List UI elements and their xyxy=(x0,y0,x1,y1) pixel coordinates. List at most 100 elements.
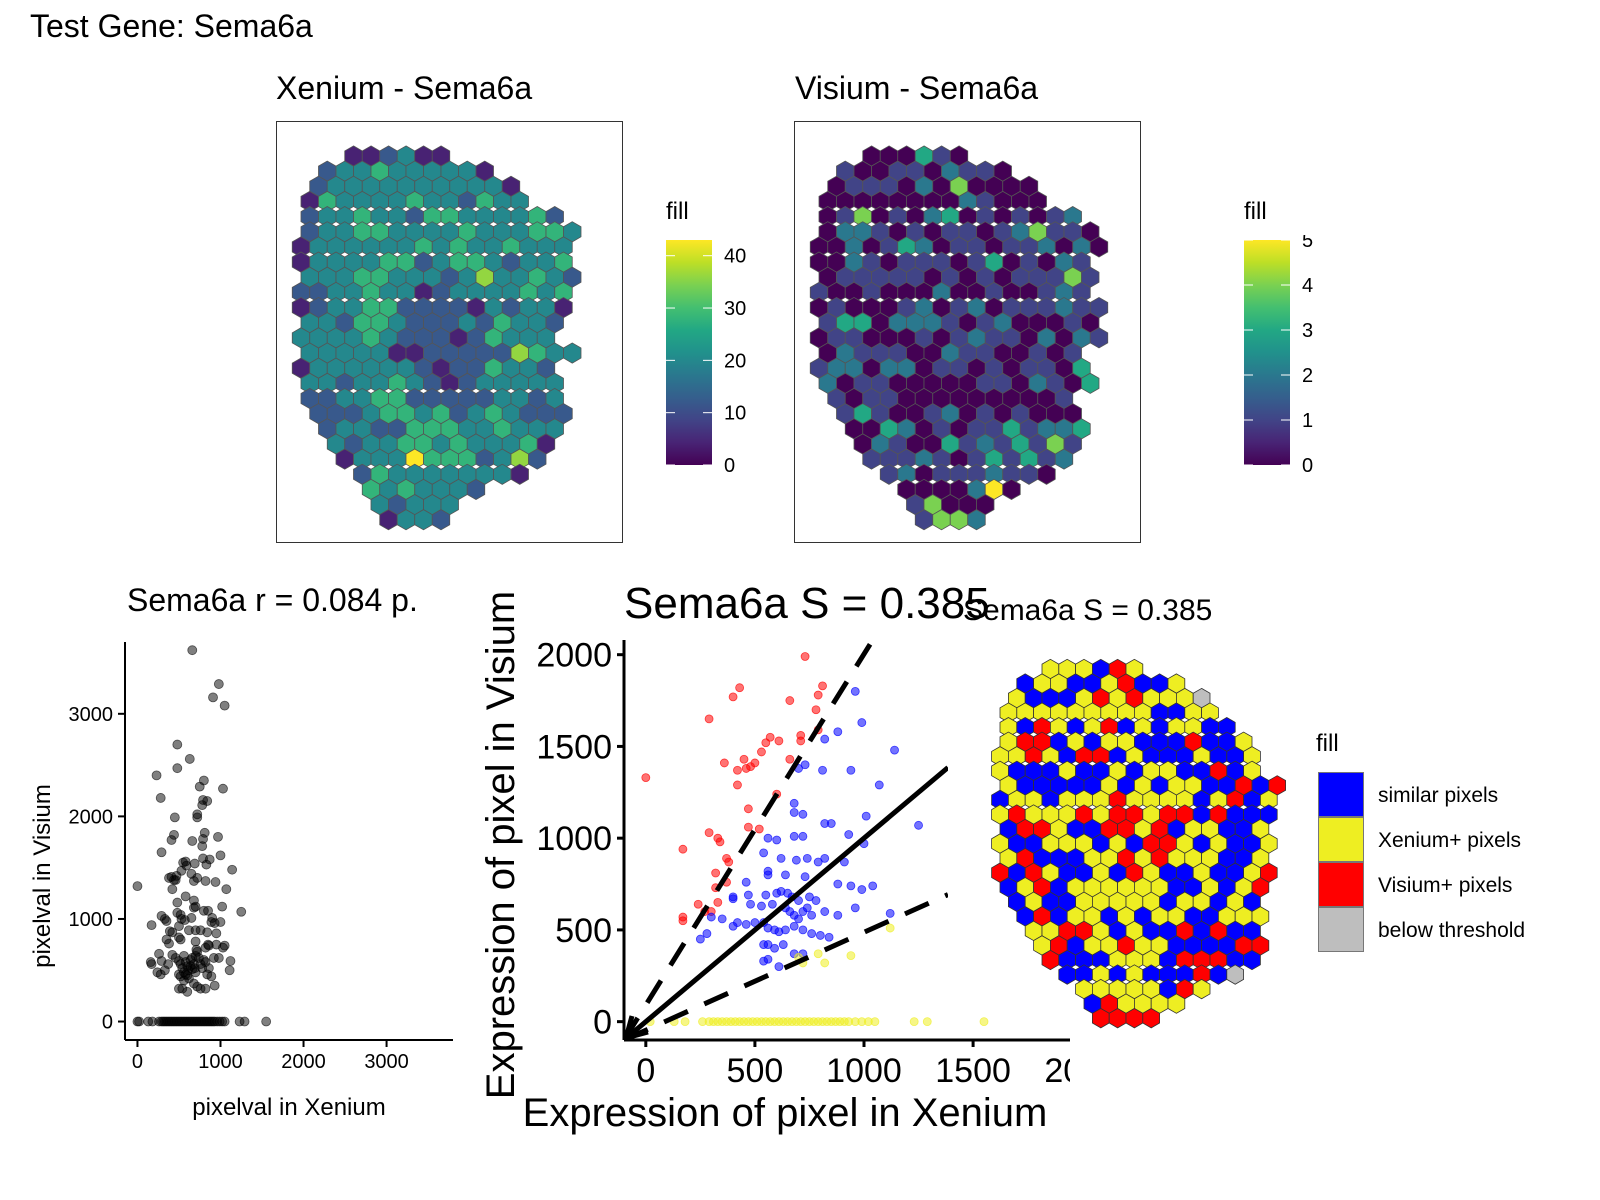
scatter-point xyxy=(189,858,200,869)
xenium-colorbar-tick-label: 30 xyxy=(724,298,746,320)
scatter-point-visium-pixels xyxy=(743,822,753,832)
scatter-point xyxy=(200,876,211,886)
scatter-point-similar-pixels xyxy=(781,925,790,935)
scatter-point-visium-pixels xyxy=(704,714,714,724)
scatter-point xyxy=(182,970,193,981)
scatter-point xyxy=(200,983,211,994)
scatter-point-similar-pixels xyxy=(820,907,830,916)
scatter-point xyxy=(239,1016,250,1027)
scatter-point-similar-pixels xyxy=(850,903,860,913)
scatter-point xyxy=(186,913,197,923)
scatter-point xyxy=(194,781,205,792)
scatter-point xyxy=(197,800,208,810)
scatter-point xyxy=(155,793,166,803)
scatter-point xyxy=(219,940,230,951)
scatter-point-similar-pixels xyxy=(761,890,771,900)
scatter-point-similar-pixels xyxy=(741,920,751,929)
scatter-point xyxy=(156,847,167,858)
xenium-panel-border xyxy=(276,121,623,543)
scatter-point-similar-pixels xyxy=(794,914,803,924)
scatter-point-xenium-pixels xyxy=(813,949,823,959)
legend-label: below threshold xyxy=(1378,919,1526,942)
scatter-point-visium-pixels xyxy=(811,705,821,715)
scatter-point xyxy=(236,906,247,917)
scatter-point-similar-pixels xyxy=(857,885,867,894)
scatter-point xyxy=(176,865,187,876)
scatter-point-similar-pixels xyxy=(813,857,823,867)
y-tick-label: 2000 xyxy=(536,637,612,675)
scatter-point-visium-pixels xyxy=(735,683,745,693)
scatter-point xyxy=(174,921,184,932)
xenium-hex xyxy=(466,478,486,500)
scatter-point xyxy=(169,812,180,823)
scatter-point-xenium-pixels xyxy=(922,1017,932,1027)
y-axis-label: pixelval in Visium xyxy=(29,784,56,968)
scatter-point-similar-pixels xyxy=(844,830,854,839)
legend-item: Xenium+ pixels xyxy=(1318,817,1598,862)
scatter-point-similar-pixels xyxy=(811,896,821,905)
xenium-map-plot xyxy=(276,121,623,543)
scatter-point xyxy=(167,927,178,938)
scatter-point-similar-pixels xyxy=(778,940,788,949)
scatter-point xyxy=(206,971,217,982)
scatter-point xyxy=(201,859,212,870)
category-legend-title: fill xyxy=(1316,730,1339,757)
category-hex xyxy=(1226,964,1244,985)
reference-line-dashed xyxy=(624,640,875,1040)
category-hex xyxy=(1167,993,1186,1014)
scatter-point-similar-pixels xyxy=(770,943,779,953)
scatter-point xyxy=(224,965,235,976)
scatter-point-xenium-pixels xyxy=(909,1017,919,1027)
scatter-point-similar-pixels xyxy=(802,853,812,863)
scatter-point-visium-pixels xyxy=(761,738,771,748)
visium-panel-border xyxy=(794,121,1141,543)
scatter-point xyxy=(227,864,238,875)
y-tick-label: 0 xyxy=(593,1004,612,1042)
similarity-scatter-plot: Sema6a S = 0.385 0 500 1000 1500 2000 0 500 1000… xyxy=(479,579,1070,1135)
visium-hex xyxy=(1019,463,1039,485)
visium-map-title: Visium - Sema6a xyxy=(795,70,1039,106)
scatter-point xyxy=(170,875,181,885)
visium-hex xyxy=(967,509,986,531)
scatter-point xyxy=(146,920,157,931)
visium-colorbar-tick-label: 4 xyxy=(1302,275,1313,297)
scatter-point-similar-pixels xyxy=(818,765,827,775)
scatter-point xyxy=(190,967,201,978)
scatter-point xyxy=(190,936,201,947)
scatter-point xyxy=(187,645,198,656)
scatter-point xyxy=(189,902,199,913)
legend-swatch xyxy=(1318,862,1364,907)
category-hex xyxy=(1058,964,1076,985)
scatter-point-similar-pixels xyxy=(807,910,817,920)
scatter-point-similar-pixels xyxy=(789,798,799,808)
scatter-point xyxy=(134,1016,145,1027)
scatter-point-similar-pixels xyxy=(861,811,871,821)
scatter-point-similar-pixels xyxy=(767,899,777,909)
scatter-point-visium-pixels xyxy=(818,681,827,691)
scatter-point-similar-pixels xyxy=(798,831,808,841)
reference-line-solid xyxy=(624,765,948,1040)
category-hex xyxy=(1142,1008,1160,1029)
scatter-point-visium-pixels xyxy=(724,857,734,867)
scatter-point-visium-pixels xyxy=(785,696,795,705)
scatter-point xyxy=(187,836,198,846)
scatter-point-similar-pixels xyxy=(890,745,899,755)
y-tick-label: 0 xyxy=(102,1012,113,1034)
scatter-point xyxy=(166,835,177,845)
scatter-point-similar-pixels xyxy=(763,870,773,880)
scatter-point xyxy=(219,700,230,711)
visium-hex xyxy=(1089,236,1109,258)
xenium-colorbar: 0 10 20 30 40 xyxy=(666,240,746,475)
scatter-point-similar-pixels xyxy=(706,912,716,922)
scatter-point-similar-pixels xyxy=(820,853,830,863)
visium-colorbar-tick-label: 5 xyxy=(1302,235,1313,252)
y-tick-label: 3000 xyxy=(69,704,114,726)
scatter-point-similar-pixels xyxy=(885,908,895,918)
scatter-point-similar-pixels xyxy=(757,901,766,911)
xenium-hex xyxy=(563,342,582,364)
visium-colorbar-tick-label: 0 xyxy=(1302,455,1313,475)
scatter-point-similar-pixels xyxy=(774,962,784,972)
scatter-point xyxy=(172,897,183,908)
scatter-point-similar-pixels xyxy=(850,686,860,696)
scatter-point-visium-pixels xyxy=(733,765,742,775)
